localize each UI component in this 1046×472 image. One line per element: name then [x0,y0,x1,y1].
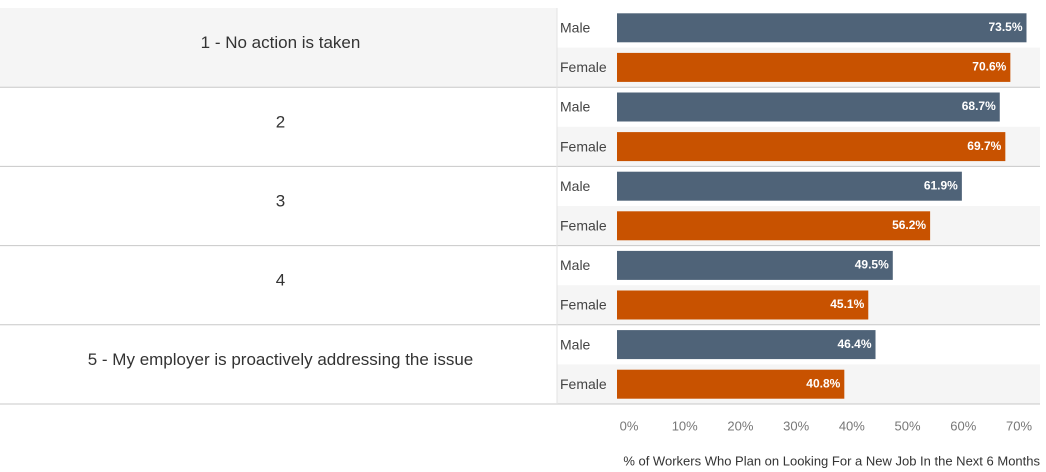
data-label: 61.9% [924,178,958,192]
x-axis-title: % of Workers Who Plan on Looking For a N… [623,453,1040,468]
data-label: 49.5% [855,258,889,272]
series-label: Female [560,297,607,313]
data-label: 68.7% [962,99,996,113]
bar [617,13,1027,43]
x-tick-label: 30% [783,418,809,433]
series-label: Female [560,376,607,392]
x-tick-label: 10% [672,418,698,433]
bar [617,290,869,320]
x-tick-label: 40% [839,418,865,433]
x-tick-label: 70% [1006,418,1032,433]
group-background [0,8,557,88]
series-label: Female [560,218,607,234]
category-label: 4 [276,271,285,290]
x-tick-label: 20% [727,418,753,433]
category-label: 2 [276,112,285,131]
series-label: Male [560,178,591,194]
series-label: Male [560,336,591,352]
data-label: 70.6% [972,60,1006,74]
bar [617,330,876,360]
category-label: 1 - No action is taken [201,33,361,52]
bar [617,92,1000,122]
data-label: 40.8% [806,376,840,390]
series-label: Male [560,257,591,273]
data-label: 73.5% [988,20,1022,34]
x-tick-label: 60% [950,418,976,433]
bar [617,211,931,241]
x-tick-label: 50% [895,418,921,433]
bar [617,52,1011,82]
series-label: Female [560,138,607,154]
data-label: 69.7% [967,139,1001,153]
data-label: 56.2% [892,218,926,232]
data-label: 45.1% [830,297,864,311]
bar [617,171,962,201]
bar [617,369,845,399]
series-label: Male [560,20,591,36]
category-label: 3 [276,191,285,210]
category-label: 5 - My employer is proactively addressin… [88,350,474,369]
bar [617,132,1006,162]
x-tick-label: 0% [620,418,639,433]
bar [617,250,893,280]
series-label: Male [560,99,591,115]
data-label: 46.4% [837,337,871,351]
series-label: Female [560,59,607,75]
